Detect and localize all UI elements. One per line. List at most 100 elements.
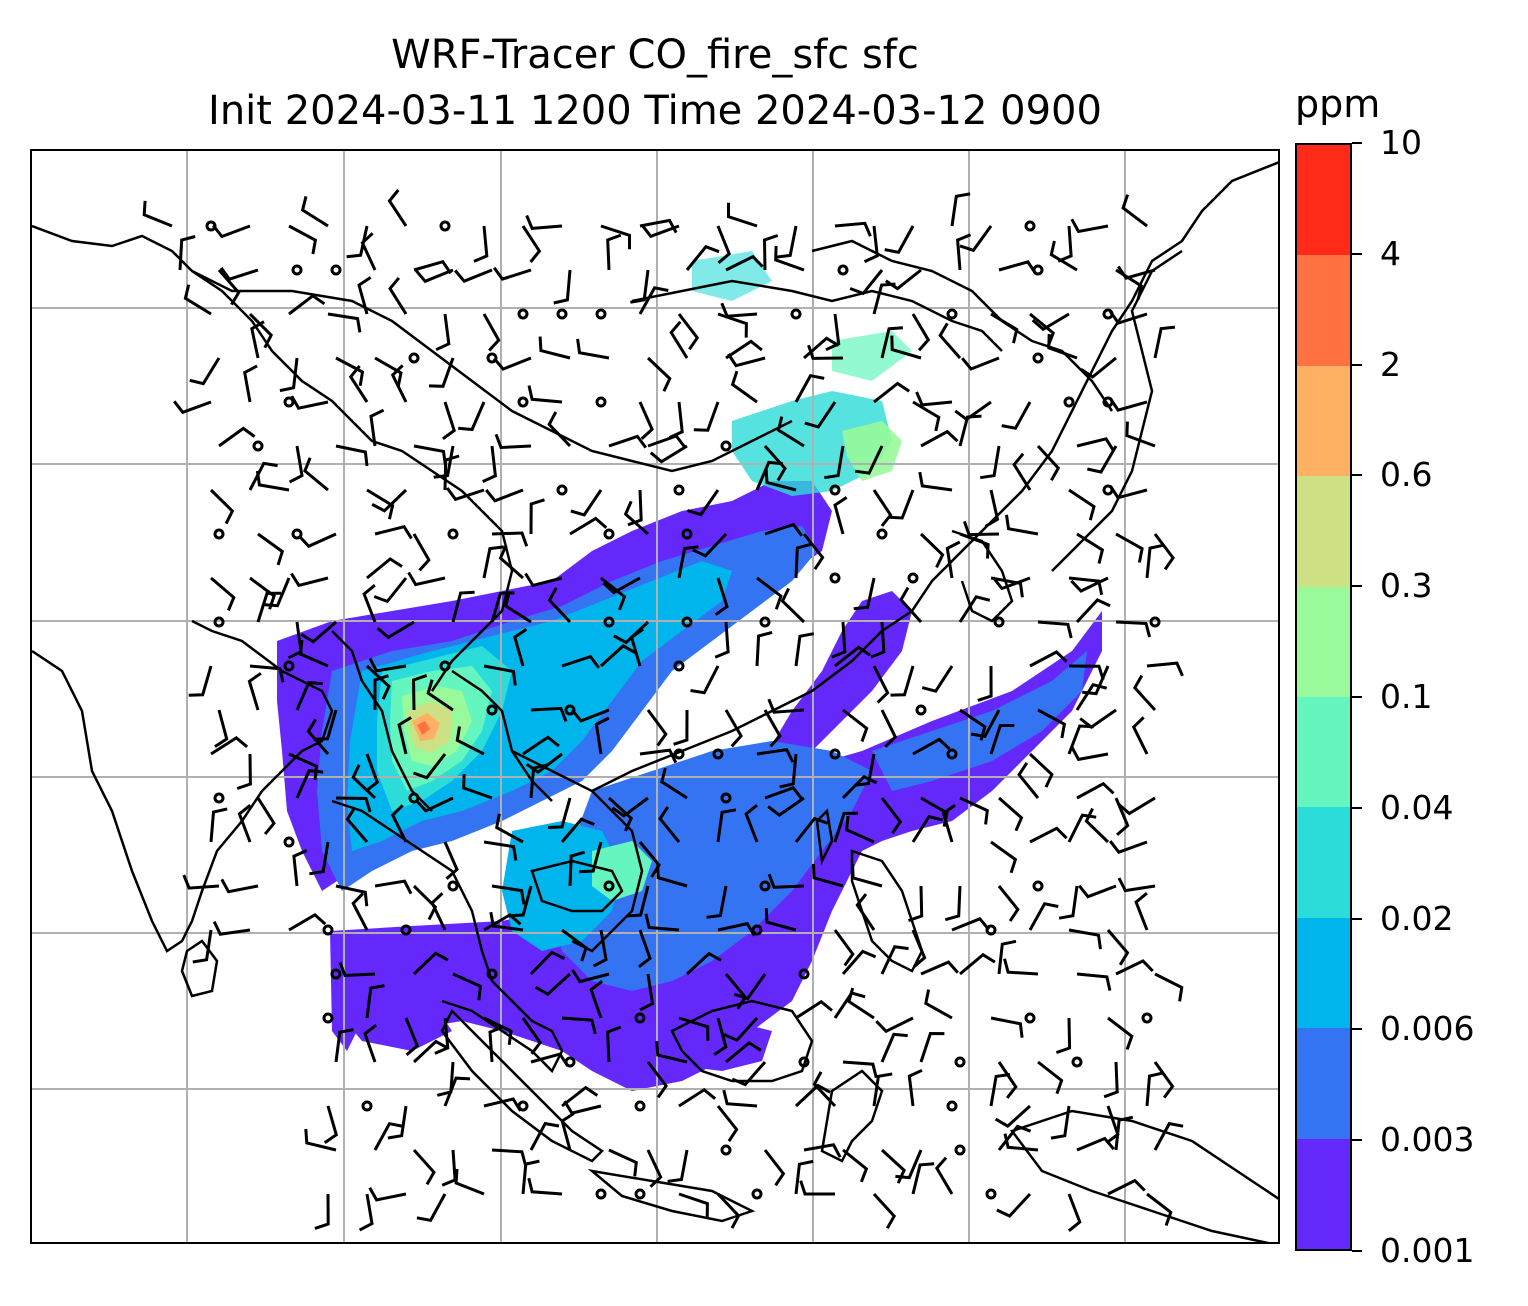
- wind-barb: [630, 269, 650, 304]
- wind-barb: [890, 665, 915, 697]
- wind-barb: [764, 522, 804, 537]
- wind-barb: [345, 806, 369, 843]
- wind-barb: [880, 1148, 906, 1184]
- wind-barb: [613, 620, 650, 645]
- wind-barb: [678, 1087, 717, 1108]
- wind-barb: [503, 591, 532, 624]
- wind-barb: [1106, 929, 1130, 966]
- wind-barb: [1084, 807, 1110, 844]
- wind-barb: [646, 356, 672, 392]
- wind-barb: [646, 1149, 663, 1188]
- wind-barb: [443, 1076, 471, 1107]
- wind-barb: [720, 302, 758, 318]
- wind-barb: [443, 454, 460, 491]
- wind-barb: [725, 1040, 762, 1064]
- wind-barb: [1037, 1060, 1064, 1095]
- wind-barb: [872, 665, 890, 704]
- wind-barb: [327, 312, 362, 333]
- wind-barb: [1068, 928, 1102, 950]
- map-title-line2: Init 2024-03-11 1200 Time 2024-03-12 090…: [208, 88, 1102, 134]
- wind-barb: [1076, 781, 1115, 800]
- wind-barb: [1103, 1061, 1119, 1099]
- border-mongolia: [631, 279, 1003, 352]
- calm-wind-circle: [1149, 616, 1161, 628]
- wind-barb: [934, 1156, 954, 1195]
- wind-barb: [831, 621, 847, 659]
- wind-barb: [994, 1104, 1032, 1128]
- colorbar-tick-label: 4: [1380, 233, 1401, 273]
- coastline-java: [587, 1169, 756, 1223]
- wind-barb: [210, 736, 249, 756]
- wind-barb: [243, 364, 258, 403]
- wind-barb: [452, 972, 483, 1001]
- wind-barb: [1067, 1193, 1082, 1232]
- calm-wind-circle: [439, 220, 451, 232]
- wind-barb: [660, 767, 688, 800]
- wind-barb: [374, 879, 413, 895]
- wind-barb: [959, 952, 996, 976]
- wind-barb: [794, 1159, 814, 1195]
- wind-barb: [1067, 813, 1097, 843]
- calm-wind-circle: [751, 924, 763, 936]
- calm-wind-circle: [1141, 1012, 1153, 1024]
- wind-barb: [755, 630, 773, 667]
- wind-barb: [1049, 240, 1078, 272]
- wind-barb: [649, 444, 688, 464]
- wind-barb: [1146, 661, 1184, 677]
- wind-barb: [1115, 620, 1152, 638]
- wind-barb: [1070, 218, 1109, 234]
- wind-barb: [492, 266, 532, 281]
- wind-barb: [912, 400, 941, 432]
- coastline-japan: [1051, 249, 1183, 572]
- wind-barb: [1012, 452, 1032, 491]
- calm-wind-circle: [603, 616, 615, 628]
- wind-barb: [834, 221, 872, 237]
- wind-barb: [764, 908, 797, 932]
- wind-barb: [189, 357, 221, 386]
- wind-barb: [1036, 444, 1061, 482]
- wind-barb: [880, 326, 904, 359]
- wind-barb: [984, 489, 1000, 528]
- wind-barb: [767, 698, 805, 714]
- colorbar-segment: [1297, 807, 1350, 918]
- wind-barb: [1067, 724, 1094, 755]
- wind-barb: [997, 939, 1017, 975]
- wind-barb: [366, 488, 395, 520]
- wind-barb: [374, 356, 403, 387]
- wind-barb: [725, 339, 763, 360]
- wind-barb: [997, 1124, 1032, 1151]
- wind-barb: [727, 353, 766, 368]
- wind-barb: [962, 520, 1000, 537]
- wind-barb: [433, 445, 455, 479]
- wind-barb: [525, 752, 563, 774]
- wind-barb: [357, 276, 372, 315]
- map-panel[interactable]: [30, 149, 1280, 1244]
- wind-barb: [1078, 884, 1117, 899]
- wind-barb: [443, 841, 459, 880]
- wind-barb: [255, 470, 290, 492]
- wind-barb: [958, 595, 991, 623]
- wind-barb: [990, 840, 1018, 874]
- wind-barb: [560, 817, 595, 843]
- wind-barb: [872, 1192, 897, 1230]
- wind-barb: [959, 532, 990, 559]
- wind-barb: [491, 531, 529, 547]
- coastline-srilanka: [180, 939, 219, 998]
- wind-barb: [592, 929, 608, 968]
- wind-barb: [442, 401, 456, 441]
- wind-barb: [1114, 1115, 1134, 1151]
- wind-barb: [527, 385, 563, 404]
- wind-barb: [641, 224, 680, 239]
- wind-barb: [989, 1073, 1011, 1107]
- wind-barb: [763, 709, 782, 748]
- wind-barb: [534, 972, 572, 997]
- calm-wind-circle: [829, 572, 841, 584]
- wind-barb: [209, 807, 228, 843]
- wind-barb: [494, 433, 532, 450]
- wind-barb: [212, 224, 251, 239]
- wind-barb: [288, 912, 327, 932]
- wind-barb: [611, 796, 649, 818]
- wind-barb: [247, 672, 262, 711]
- wind-barb: [1017, 762, 1040, 799]
- wind-barb: [716, 225, 731, 264]
